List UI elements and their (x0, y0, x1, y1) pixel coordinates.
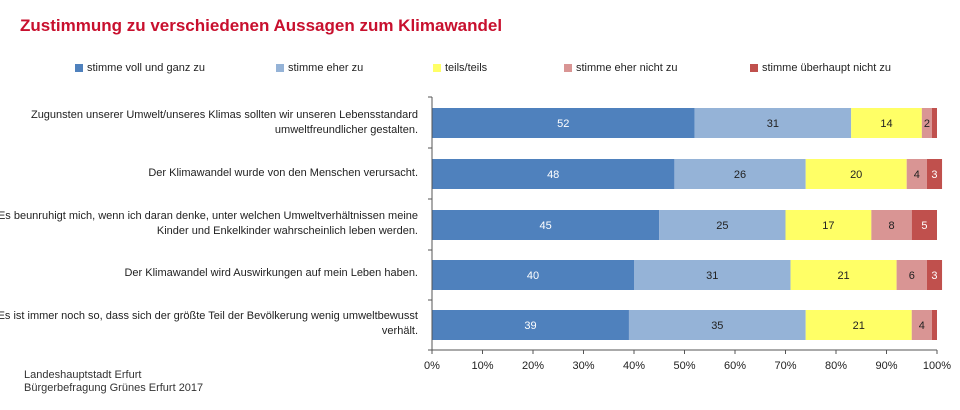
bar-segment (851, 108, 922, 138)
bar-segment (926, 159, 943, 189)
bar-segment (634, 260, 791, 290)
data-label: 14 (880, 118, 892, 130)
bar-segment (805, 310, 912, 340)
data-label: 6 (909, 270, 915, 282)
legend-item-eher-nicht: stimme eher nicht zu (564, 62, 677, 74)
source-note: Landeshauptstadt Erfurt Bürgerbefragung … (24, 369, 203, 395)
bar-segment (432, 210, 660, 240)
bar-segment (790, 260, 897, 290)
data-label: 52 (557, 118, 569, 130)
x-tick-label: 50% (673, 360, 695, 372)
bar-segment (931, 108, 937, 138)
data-label: 17 (822, 220, 834, 232)
data-label: 20 (850, 169, 862, 181)
data-label: 3 (931, 169, 937, 181)
bar-segment (926, 260, 943, 290)
category-label: Es ist immer noch so, dass sich der größ… (0, 310, 418, 337)
category-label: Der Klimawandel wird Auswirkungen auf me… (124, 267, 418, 279)
data-label: 4 (914, 169, 920, 181)
legend-label: stimme überhaupt nicht zu (762, 62, 892, 74)
legend-label: teils/teils (445, 62, 488, 74)
legend-swatch (750, 64, 758, 72)
x-tick-label: 100% (923, 360, 951, 372)
data-label: 35 (711, 320, 723, 332)
x-tick-label: 30% (572, 360, 594, 372)
x-tick-label: 60% (724, 360, 746, 372)
bar-segment (694, 108, 852, 138)
legend-swatch (75, 64, 83, 72)
data-label: 8 (888, 220, 894, 232)
x-tick-label: 70% (774, 360, 796, 372)
bar-segment (432, 260, 634, 290)
bar-segment (906, 159, 927, 189)
bar-segment (931, 310, 937, 340)
x-tick-label: 0% (424, 360, 440, 372)
bar-segment (674, 159, 806, 189)
x-tick-label: 90% (875, 360, 897, 372)
x-tick-label: 10% (471, 360, 493, 372)
data-label: 31 (706, 270, 718, 282)
data-label: 40 (527, 270, 539, 282)
bar-segment (911, 310, 932, 340)
bar-segment (785, 210, 872, 240)
legend-swatch (276, 64, 284, 72)
data-label: 45 (540, 220, 552, 232)
data-label: 25 (716, 220, 728, 232)
data-label: 39 (524, 320, 536, 332)
x-tick-label: 40% (623, 360, 645, 372)
legend-item-stimme-eher: stimme eher zu (276, 62, 363, 74)
x-tick-label: 20% (522, 360, 544, 372)
category-label: Es beunruhigt mich, wenn ich daran denke… (0, 210, 418, 237)
data-label: 2 (924, 118, 930, 130)
bar-segment (896, 260, 927, 290)
data-label: 5 (921, 220, 927, 232)
chart-legend: stimme voll und ganz zu stimme eher zu t… (0, 62, 960, 80)
bar-segment (911, 210, 937, 240)
data-label: 4 (919, 320, 925, 332)
data-label: 3 (931, 270, 937, 282)
data-label: 48 (547, 169, 559, 181)
source-line: Bürgerbefragung Grünes Erfurt 2017 (24, 382, 204, 394)
legend-label: stimme eher zu (288, 62, 364, 74)
category-label: Der Klimawandel wurde von den Menschen v… (148, 167, 418, 179)
legend-item-teils: teils/teils (433, 62, 487, 74)
data-label: 21 (837, 270, 849, 282)
data-label: 21 (853, 320, 865, 332)
data-label: 26 (734, 169, 746, 181)
source-line: Landeshauptstadt Erfurt (24, 369, 142, 381)
legend-item-stimme-voll: stimme voll und ganz zu (75, 62, 205, 74)
legend-label: stimme eher nicht zu (576, 62, 678, 74)
bar-segment (921, 108, 932, 138)
legend-swatch (564, 64, 572, 72)
x-tick-label: 80% (825, 360, 847, 372)
data-label: 31 (767, 118, 779, 130)
bar-segment (871, 210, 912, 240)
legend-swatch (433, 64, 441, 72)
legend-label: stimme voll und ganz zu (87, 62, 205, 74)
bar-segment (432, 108, 695, 138)
legend-item-ueberhaupt-nicht: stimme überhaupt nicht zu (750, 62, 891, 74)
bar-segment (432, 159, 675, 189)
bar-segment (659, 210, 786, 240)
bar-segment (628, 310, 806, 340)
bar-segment (432, 310, 629, 340)
category-label: Zugunsten unserer Umwelt/unseres Klimas … (30, 109, 418, 136)
bar-segment (805, 159, 907, 189)
chart-title: Zustimmung zu verschiedenen Aussagen zum… (20, 16, 503, 35)
